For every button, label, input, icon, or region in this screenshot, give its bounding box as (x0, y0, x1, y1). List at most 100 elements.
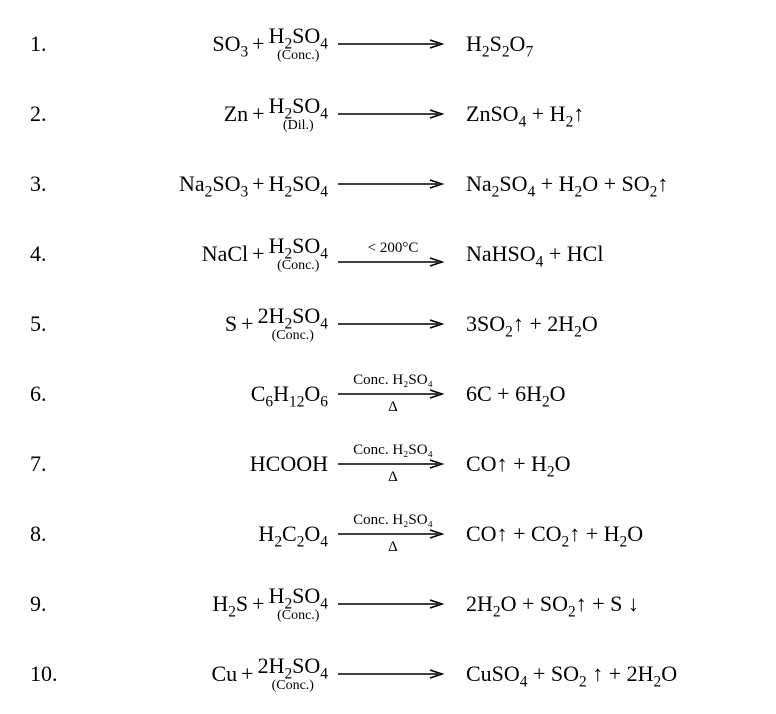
equation-number: 10. (30, 661, 68, 687)
annotation: (Conc.) (272, 679, 314, 693)
formula: H2SO4 (269, 95, 328, 117)
lhs-term: H2SO4 (Dil.) (269, 95, 328, 133)
equation-lhs: H2S+H2SO4(Conc.) (68, 585, 328, 623)
equation-row: 10. Cu+2H2SO4 (Conc.) CuSO4 + SO2 ↑ + 2H2O (30, 650, 746, 698)
plus-sign: + (248, 101, 268, 127)
lhs-term: NaCl (202, 243, 248, 265)
lhs-term: 2H2SO4 (Conc.) (258, 305, 328, 343)
formula: 2H2SO4 (258, 305, 328, 327)
annotation: (Conc.) (272, 329, 314, 343)
equation-rhs: CO↑ + CO2↑ + H2O (458, 521, 746, 547)
equation-row: 7. HCOOH Conc. H₂SO₄ Δ CO↑ + H2O (30, 440, 746, 488)
reaction-arrow (328, 39, 458, 49)
arrow-icon (338, 319, 448, 329)
arrow-label-above: < 200°C (368, 241, 419, 256)
equation-number: 4. (30, 241, 68, 267)
lhs-term: H2SO4 (269, 173, 328, 195)
formula: Na2SO3 (179, 173, 248, 195)
equation-rhs: 6C + 6H2O (458, 381, 746, 407)
reaction-arrow: Conc. H₂SO₄ Δ (328, 513, 458, 555)
annotation: (Conc.) (277, 609, 319, 623)
reaction-arrow: < 200°C (328, 241, 458, 267)
annotation: (Conc.) (277, 49, 319, 63)
arrow-icon (338, 389, 448, 399)
formula: H2SO4 (269, 25, 328, 47)
lhs-term: H2SO4 (Conc.) (269, 25, 328, 63)
equation-rhs: ZnSO4 + H2↑ (458, 101, 746, 127)
equation-row: 6. C6H12O6Conc. H₂SO₄Δ6C + 6H2O (30, 370, 746, 418)
plus-sign: + (237, 311, 257, 337)
arrow-icon (338, 459, 448, 469)
reaction-arrow: Conc. H₂SO₄ Δ (328, 443, 458, 485)
equation-number: 6. (30, 381, 68, 407)
arrow-label-above: Conc. H₂SO₄ (353, 443, 433, 458)
arrow-label-above: Conc. H₂SO₄ (353, 373, 433, 388)
arrow-label-above: Conc. H₂SO₄ (353, 513, 433, 528)
lhs-term: H2C2O4 (258, 523, 328, 545)
arrow-icon (338, 529, 448, 539)
equation-lhs: Na2SO3+H2SO4 (68, 171, 328, 197)
equation-lhs: HCOOH (68, 453, 328, 475)
equation-rhs: CO↑ + H2O (458, 451, 746, 477)
formula: H2SO4 (269, 235, 328, 257)
plus-sign: + (237, 661, 257, 687)
equation-lhs: NaCl+H2SO4 (Conc.) (68, 235, 328, 273)
lhs-term: S (225, 313, 237, 335)
lhs-term: Zn (224, 103, 248, 125)
arrow-icon (338, 179, 448, 189)
lhs-term: C6H12O6 (251, 383, 328, 405)
equation-number: 7. (30, 451, 68, 477)
equation-number: 5. (30, 311, 68, 337)
equation-number: 9. (30, 591, 68, 617)
lhs-term: HCOOH (250, 453, 328, 475)
equation-lhs: C6H12O6 (68, 383, 328, 405)
equation-number: 8. (30, 521, 68, 547)
equations-list: 1.SO3+H2SO4(Conc.)H2S2O72.Zn+H2SO4(Dil.)… (30, 20, 746, 698)
equation-number: 3. (30, 171, 68, 197)
formula: S (225, 313, 237, 335)
annotation: (Conc.) (277, 259, 319, 273)
plus-sign: + (248, 171, 268, 197)
arrow-icon (338, 669, 448, 679)
reaction-arrow: Conc. H₂SO₄Δ (328, 373, 458, 415)
lhs-term: H2S (212, 593, 248, 615)
reaction-arrow (328, 669, 458, 679)
formula: NaCl (202, 243, 248, 265)
formula: HCOOH (250, 453, 328, 475)
equation-number: 1. (30, 31, 68, 57)
equation-row: 8. H2C2O4 Conc. H₂SO₄ Δ CO↑ + CO2↑ + H2O (30, 510, 746, 558)
arrow-icon (338, 39, 448, 49)
lhs-term: H2SO4 (Conc.) (269, 235, 328, 273)
equation-row: 5. S+2H2SO4 (Conc.) 3SO2↑ + 2H2O (30, 300, 746, 348)
formula: H2SO4 (269, 585, 328, 607)
arrow-label-below: Δ (388, 470, 398, 485)
lhs-term: H2SO4 (Conc.) (269, 585, 328, 623)
lhs-term: 2H2SO4 (Conc.) (258, 655, 328, 693)
equation-row: 3.Na2SO3+H2SO4Na2SO4 + H2O + SO2↑ (30, 160, 746, 208)
formula: H2S (212, 593, 248, 615)
formula: H2SO4 (269, 173, 328, 195)
equation-lhs: SO3+H2SO4(Conc.) (68, 25, 328, 63)
formula: SO3 (212, 33, 248, 55)
formula: 2H2SO4 (258, 655, 328, 677)
equation-lhs: Cu+2H2SO4 (Conc.) (68, 655, 328, 693)
equation-row: 4. NaCl+H2SO4 (Conc.) < 200°C NaHSO4 + HCl (30, 230, 746, 278)
equation-rhs: CuSO4 + SO2 ↑ + 2H2O (458, 661, 746, 687)
reaction-arrow (328, 599, 458, 609)
lhs-term: Na2SO3 (179, 173, 248, 195)
formula: Zn (224, 103, 248, 125)
reaction-arrow (328, 319, 458, 329)
equation-number: 2. (30, 101, 68, 127)
arrow-icon (338, 257, 448, 267)
equation-lhs: S+2H2SO4 (Conc.) (68, 305, 328, 343)
annotation: (Dil.) (283, 119, 314, 133)
equation-lhs: H2C2O4 (68, 523, 328, 545)
plus-sign: + (248, 241, 268, 267)
equation-rhs: 2H2O + SO2↑ + S ↓ (458, 591, 746, 617)
equation-row: 1.SO3+H2SO4(Conc.)H2S2O7 (30, 20, 746, 68)
arrow-label-below: Δ (388, 540, 398, 555)
equation-rhs: NaHSO4 + HCl (458, 241, 746, 267)
equation-rhs: 3SO2↑ + 2H2O (458, 311, 746, 337)
formula: Cu (211, 663, 237, 685)
equation-row: 9.H2S+H2SO4(Conc.)2H2O + SO2↑ + S ↓ (30, 580, 746, 628)
